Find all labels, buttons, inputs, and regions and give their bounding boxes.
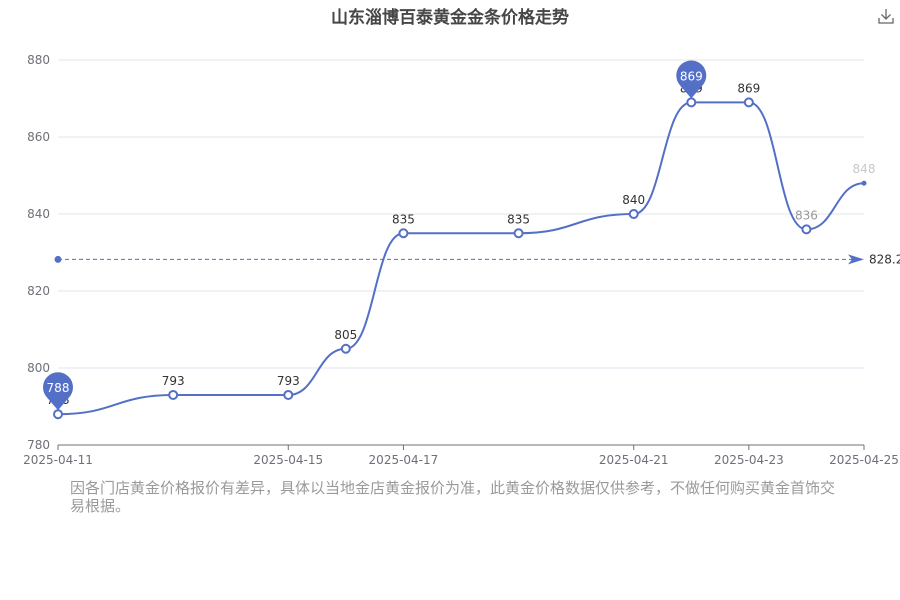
data-point [861, 180, 867, 186]
data-label: 836 [795, 208, 818, 222]
y-tick-label: 780 [27, 438, 50, 452]
data-point [628, 209, 639, 219]
data-label: 848 [853, 162, 876, 176]
average-line-arrow [848, 254, 864, 265]
data-label: 793 [277, 374, 300, 388]
x-tick-label: 2025-04-21 [599, 453, 669, 467]
data-label: 835 [392, 212, 415, 226]
axes: 780 800 820 840 860 880 2025-04-11 2025-04-15 20… [23, 53, 899, 467]
mark-point-label: 869 [680, 69, 703, 83]
disclaimer-text: 因各门店黄金价格报价有差异，具体以当地金店黄金报价为准，此黄金价格数据仅供参考，… [70, 479, 836, 515]
data-point [398, 228, 409, 239]
mark-point-shape [676, 60, 707, 99]
mark-point-pin: 869 [676, 60, 707, 99]
series-line [57, 101, 865, 416]
mark-point-pin: 788 [43, 372, 73, 411]
download-icon [878, 9, 894, 24]
y-tick-label: 800 [27, 361, 50, 375]
x-tick-label: 2025-04-25 [829, 453, 899, 467]
chart-title: 山东淄博百泰黄金金条价格走势 [331, 8, 569, 28]
y-tick-label: 820 [27, 284, 50, 298]
data-label: 793 [162, 374, 185, 388]
average-mark-line: 828.2 [54, 252, 900, 266]
data-point [686, 97, 697, 108]
y-tick-label: 860 [27, 130, 50, 144]
x-tick-label: 2025-04-17 [369, 453, 439, 467]
data-point [743, 97, 754, 108]
average-line-label: 828.2 [869, 252, 900, 266]
data-point [53, 409, 63, 420]
data-point [283, 389, 294, 400]
series-line-group [57, 101, 865, 416]
data-point [513, 228, 524, 239]
data-label: 869 [737, 81, 760, 95]
data-label: 805 [334, 328, 357, 342]
mark-point-shape [43, 372, 73, 411]
y-tick-label: 840 [27, 207, 50, 221]
data-label: 840 [622, 193, 645, 207]
x-tick-label: 2025-04-23 [714, 453, 784, 467]
download-button[interactable] [876, 6, 896, 26]
data-points [53, 97, 867, 420]
x-tick-label: 2025-04-15 [253, 453, 323, 467]
average-line-start [54, 255, 62, 263]
x-tick-label: 2025-04-11 [23, 453, 93, 467]
data-label: 835 [507, 212, 530, 226]
y-tick-label: 880 [27, 53, 50, 67]
mark-point-label: 788 [47, 381, 70, 395]
data-point [340, 343, 351, 354]
data-point [168, 389, 179, 400]
mark-points: 869 788 [43, 60, 707, 411]
grid-lines [58, 59, 864, 369]
data-point [801, 224, 812, 235]
data-labels: 788793793805835835840869869836848 [47, 81, 876, 407]
